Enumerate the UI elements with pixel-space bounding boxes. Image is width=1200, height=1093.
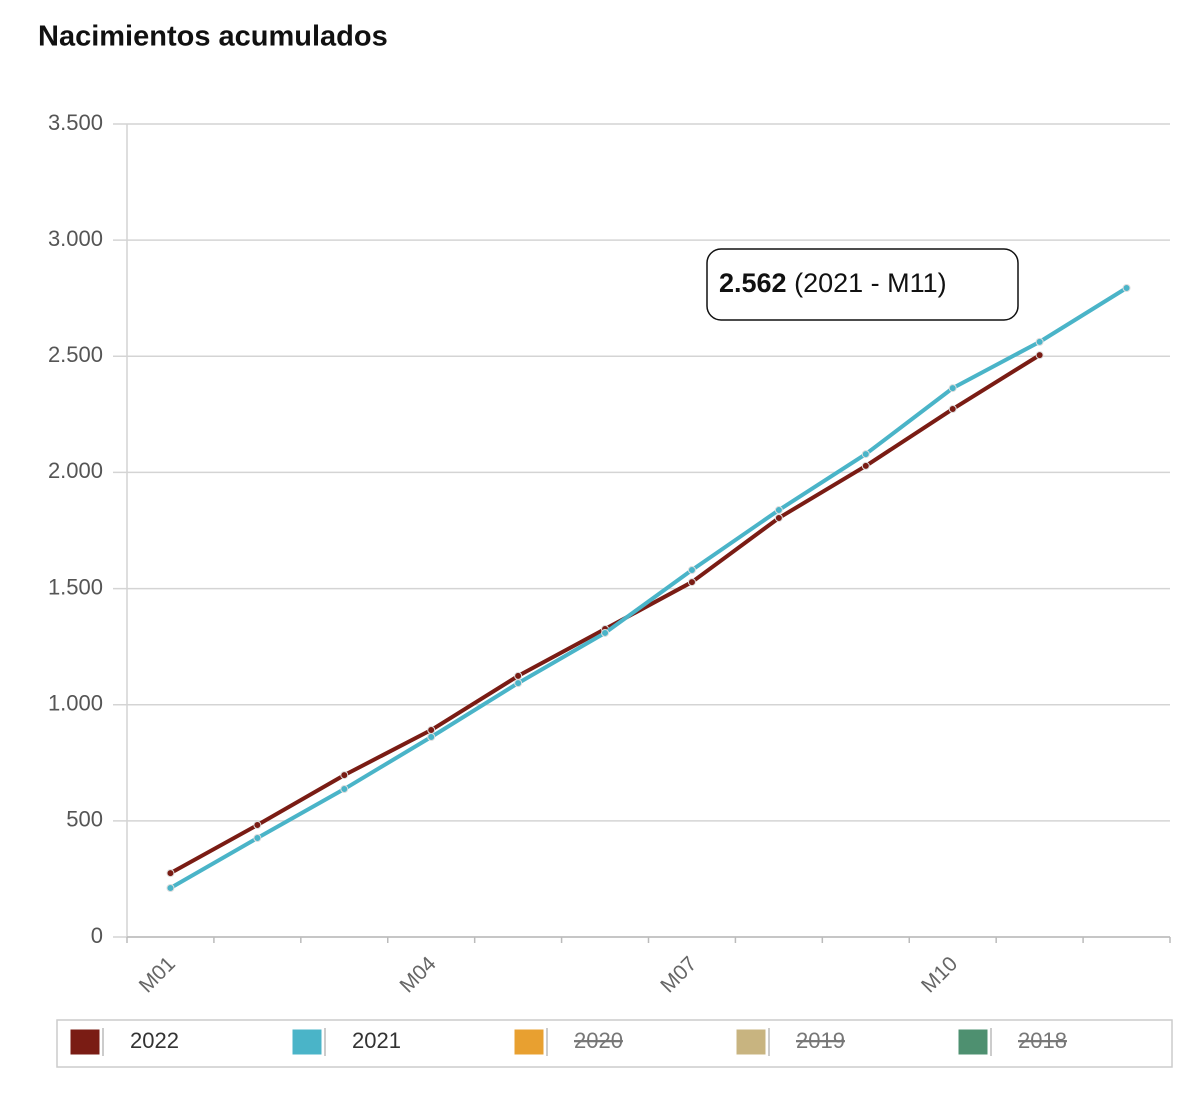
x-tick-label: M07 xyxy=(656,952,701,997)
legend-frame xyxy=(768,1028,770,1056)
chart-title: Nacimientos acumulados xyxy=(38,21,388,53)
point xyxy=(861,461,870,470)
point xyxy=(1122,283,1131,292)
legend-swatch xyxy=(513,1028,545,1056)
y-tick-label: 0 xyxy=(91,923,103,948)
series-line xyxy=(169,353,1041,875)
point xyxy=(1035,351,1044,360)
legend-swatch xyxy=(735,1028,767,1056)
series-line xyxy=(169,286,1128,890)
legend-label: 2019 xyxy=(796,1028,845,1053)
point xyxy=(601,628,610,637)
point xyxy=(687,578,696,587)
point xyxy=(774,513,783,522)
point xyxy=(514,671,523,680)
point xyxy=(687,565,696,574)
legend-frame xyxy=(324,1028,326,1056)
legend-swatch xyxy=(69,1028,101,1056)
legend-label: 2020 xyxy=(574,1028,623,1053)
legend-frame xyxy=(990,1028,992,1056)
legend-swatch xyxy=(957,1028,989,1056)
point xyxy=(948,384,957,393)
x-tick-label: M01 xyxy=(135,952,180,997)
point xyxy=(166,883,175,892)
y-tick-label: 3.500 xyxy=(48,110,103,135)
tooltip-label: (2021 - M11) xyxy=(794,268,947,298)
point xyxy=(427,726,436,735)
point xyxy=(253,834,262,843)
y-tick-label: 2.000 xyxy=(48,458,103,483)
legend-frame xyxy=(102,1028,104,1056)
legend-label: 2022 xyxy=(130,1028,179,1053)
tooltip-text: 2.562 (2021 - M11) xyxy=(719,268,947,298)
point xyxy=(340,771,349,780)
y-tick-label: 1.000 xyxy=(48,691,103,716)
point xyxy=(340,785,349,794)
y-tick-label: 500 xyxy=(66,807,103,832)
legend-frame xyxy=(546,1028,548,1056)
y-tick-label: 1.500 xyxy=(48,574,103,599)
x-tick-label: M10 xyxy=(917,952,962,997)
y-tick-label: 3.000 xyxy=(48,226,103,251)
point xyxy=(514,679,523,688)
y-tick-label: 2.500 xyxy=(48,342,103,367)
point xyxy=(253,821,262,830)
point xyxy=(948,405,957,414)
point xyxy=(427,733,436,742)
tooltip-value: 2.562 xyxy=(719,268,787,298)
x-tick-label: M04 xyxy=(396,952,441,997)
point xyxy=(1035,337,1044,346)
legend-label: 2021 xyxy=(352,1028,401,1053)
point xyxy=(166,869,175,878)
point xyxy=(861,450,870,459)
point xyxy=(774,506,783,515)
legend-label: 2018 xyxy=(1018,1028,1067,1053)
legend-swatch xyxy=(291,1028,323,1056)
tooltip-box xyxy=(706,248,1019,321)
